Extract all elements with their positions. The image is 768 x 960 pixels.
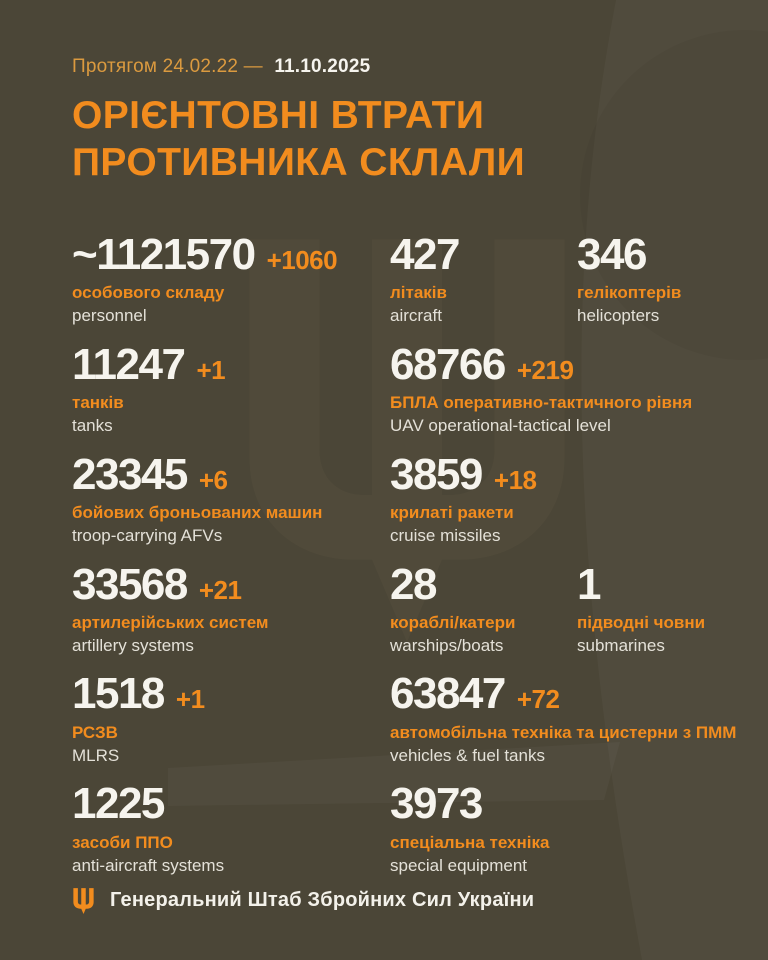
stat-artillery: 33568 +21 артилерійських систем artillery… — [72, 559, 390, 656]
stat-label-uk: крилаті ракети — [390, 503, 514, 523]
title-line2: ПРОТИВНИКА СКЛАЛИ — [72, 140, 526, 184]
stat-label-uk: спеціальна техніка — [390, 833, 550, 853]
stat-submarines: 1 підводні човни submarines — [577, 559, 764, 656]
stat-value: ~1121570 — [72, 229, 256, 279]
stat-special-equipment: 3973 спеціальна техніка special equipmen… — [390, 782, 549, 875]
stat-value: 33568 — [72, 559, 188, 609]
stat-uav: 68766 +219 БПЛА оперативно-тактичного рів… — [390, 339, 693, 436]
stat-label-en: submarines — [577, 635, 665, 655]
page-title: ОРІЄНТОВНІ ВТРАТИ ПРОТИВНИКА СКЛАЛИ — [72, 93, 738, 187]
stat-delta: +18 — [493, 464, 537, 495]
footer: Генеральний Штаб Збройних Сил України — [72, 887, 534, 914]
stat-label-en: tanks — [72, 415, 113, 435]
stat-value: 3973 — [390, 779, 483, 829]
stats-row: 1225 засоби ППО anti-aircraft systems 39… — [72, 782, 738, 875]
stat-vehicles: 63847 +72 автомобільна техніка та цистерн… — [390, 672, 736, 765]
stat-value: 3859 — [390, 449, 483, 499]
stat-label-en: helicopters — [577, 306, 660, 326]
stats-row: 23345 +6 бойових броньованих машин troop-… — [72, 449, 738, 546]
tryzub-icon — [73, 888, 94, 914]
stats-row: 1518 +1 РСЗВ MLRS 63847 +72 автомобільна т… — [72, 672, 738, 765]
stat-value: 346 — [577, 229, 647, 279]
stat-label-en: artillery systems — [72, 635, 194, 655]
stat-air-defence: 1225 засоби ППО anti-aircraft systems — [72, 782, 390, 875]
stat-value: 11247 — [72, 339, 186, 389]
stat-label-en: MLRS — [72, 745, 120, 765]
stat-label-en: vehicles & fuel tanks — [390, 745, 545, 765]
stat-value: 1225 — [72, 779, 165, 829]
stat-label-en: personnel — [72, 306, 147, 326]
stat-label-uk: БПЛА оперативно-тактичного рівня — [390, 393, 693, 413]
stat-label-uk: кораблі/катери — [390, 613, 516, 633]
stats-row: 11247 +1 танків tanks 68766 +219 БПЛА опер… — [72, 339, 738, 436]
stat-label-en: cruise missiles — [390, 525, 501, 545]
stat-mlrs: 1518 +1 РСЗВ MLRS — [72, 672, 390, 765]
stat-warships: 28 кораблі/катери warships/boats — [390, 559, 577, 656]
stat-value: 1 — [577, 559, 601, 609]
stat-label-uk: літаків — [390, 283, 447, 303]
stat-label-uk: підводні човни — [577, 613, 706, 633]
stat-aircraft: 427 літаків aircraft — [390, 229, 577, 326]
stat-delta: +1060 — [266, 244, 338, 275]
stat-delta: +1 — [196, 354, 226, 385]
stat-label-uk: автомобільна техніка та цистерни з ПММ — [390, 723, 737, 743]
stat-value: 68766 — [390, 339, 506, 389]
stats-row: 33568 +21 артилерійських систем artillery… — [72, 559, 738, 656]
stat-label-uk: бойових броньованих машин — [72, 503, 323, 523]
stat-label-uk: особового складу — [72, 283, 225, 303]
stat-delta: +219 — [516, 354, 574, 385]
stat-tanks: 11247 +1 танків tanks — [72, 339, 390, 436]
date-period: Протягом 24.02.22 — — [72, 56, 263, 77]
date-range: Протягом 24.02.22 — 11.10.2025 — [72, 56, 738, 78]
stat-label-en: anti-aircraft systems — [72, 855, 225, 875]
stat-value: 28 — [390, 559, 437, 609]
stat-label-en: troop-carrying AFVs — [72, 525, 223, 545]
stat-value: 23345 — [72, 449, 188, 499]
stat-helicopters: 346 гелікоптерів helicopters — [577, 229, 764, 326]
stat-label-uk: РСЗВ — [72, 723, 118, 743]
title-line1: ОРІЄНТОВНІ ВТРАТИ — [72, 94, 485, 137]
footer-org-name: Генеральний Штаб Збройних Сил України — [110, 889, 535, 911]
content-area: Протягом 24.02.22 — 11.10.2025 ОРІЄНТОВН… — [72, 56, 738, 876]
stat-cruise-missiles: 3859 +18 крилаті ракети cruise missiles — [390, 449, 537, 546]
stat-delta: +6 — [198, 464, 228, 495]
stat-personnel: ~1121570 +1060 особового складу personnel — [72, 229, 390, 326]
stat-delta: +1 — [175, 684, 205, 715]
stat-label-en: aircraft — [390, 306, 442, 326]
stat-delta: +21 — [198, 574, 242, 605]
stat-value: 427 — [390, 229, 460, 279]
stat-label-uk: танків — [72, 393, 124, 413]
stat-label-en: warships/boats — [390, 635, 504, 655]
stat-delta: +72 — [516, 684, 560, 715]
stat-afv: 23345 +6 бойових броньованих машин troop-… — [72, 449, 390, 546]
stat-value: 1518 — [72, 669, 165, 719]
stats-grid: ~1121570 +1060 особового складу personnel… — [72, 229, 738, 876]
date-current: 11.10.2025 — [274, 56, 371, 77]
stat-label-en: special equipment — [390, 855, 528, 875]
stat-label-uk: гелікоптерів — [577, 283, 682, 303]
stats-row: ~1121570 +1060 особового складу personnel… — [72, 229, 738, 326]
stat-label-uk: засоби ППО — [72, 833, 173, 853]
stat-label-en: UAV operational-tactical level — [390, 415, 611, 435]
stat-value: 63847 — [390, 669, 506, 719]
stat-label-uk: артилерійських систем — [72, 613, 269, 633]
